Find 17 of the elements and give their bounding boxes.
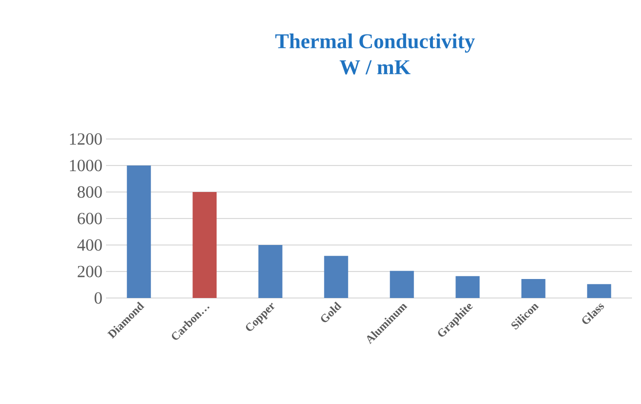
bar xyxy=(192,192,217,298)
y-tick-label: 200 xyxy=(78,266,102,278)
bar xyxy=(126,166,151,298)
bar xyxy=(521,279,546,298)
y-tick-label: 800 xyxy=(78,186,102,198)
chart-subtitle: W / mK xyxy=(340,60,410,74)
bar xyxy=(258,245,282,298)
bar xyxy=(587,284,612,298)
chart-title: Thermal Conductivity xyxy=(275,34,475,53)
bar xyxy=(456,276,480,298)
bar xyxy=(324,256,348,298)
y-tick-label: 1000 xyxy=(70,160,102,172)
bar xyxy=(390,270,414,298)
y-tick-label: 400 xyxy=(77,239,102,251)
y-tick-label: 600 xyxy=(78,212,102,224)
y-tick-label: 0 xyxy=(94,292,102,304)
y-tick-label: 1200 xyxy=(70,133,102,145)
